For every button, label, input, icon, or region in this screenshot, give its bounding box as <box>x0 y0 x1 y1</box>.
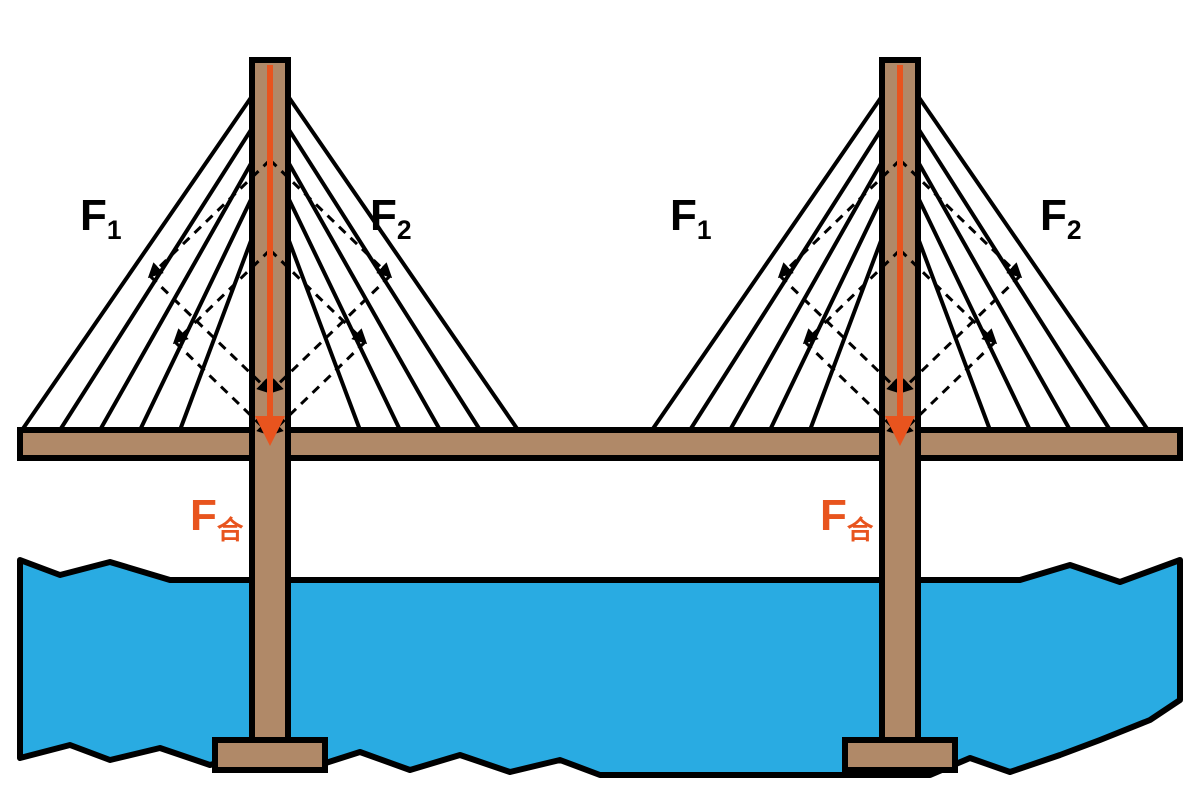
water <box>20 560 1180 775</box>
bridge-force-diagram: F1F2F合F1F2F合 <box>0 0 1200 800</box>
tower-base <box>215 740 325 770</box>
bridge-deck <box>20 430 1180 458</box>
tower-base <box>845 740 955 770</box>
